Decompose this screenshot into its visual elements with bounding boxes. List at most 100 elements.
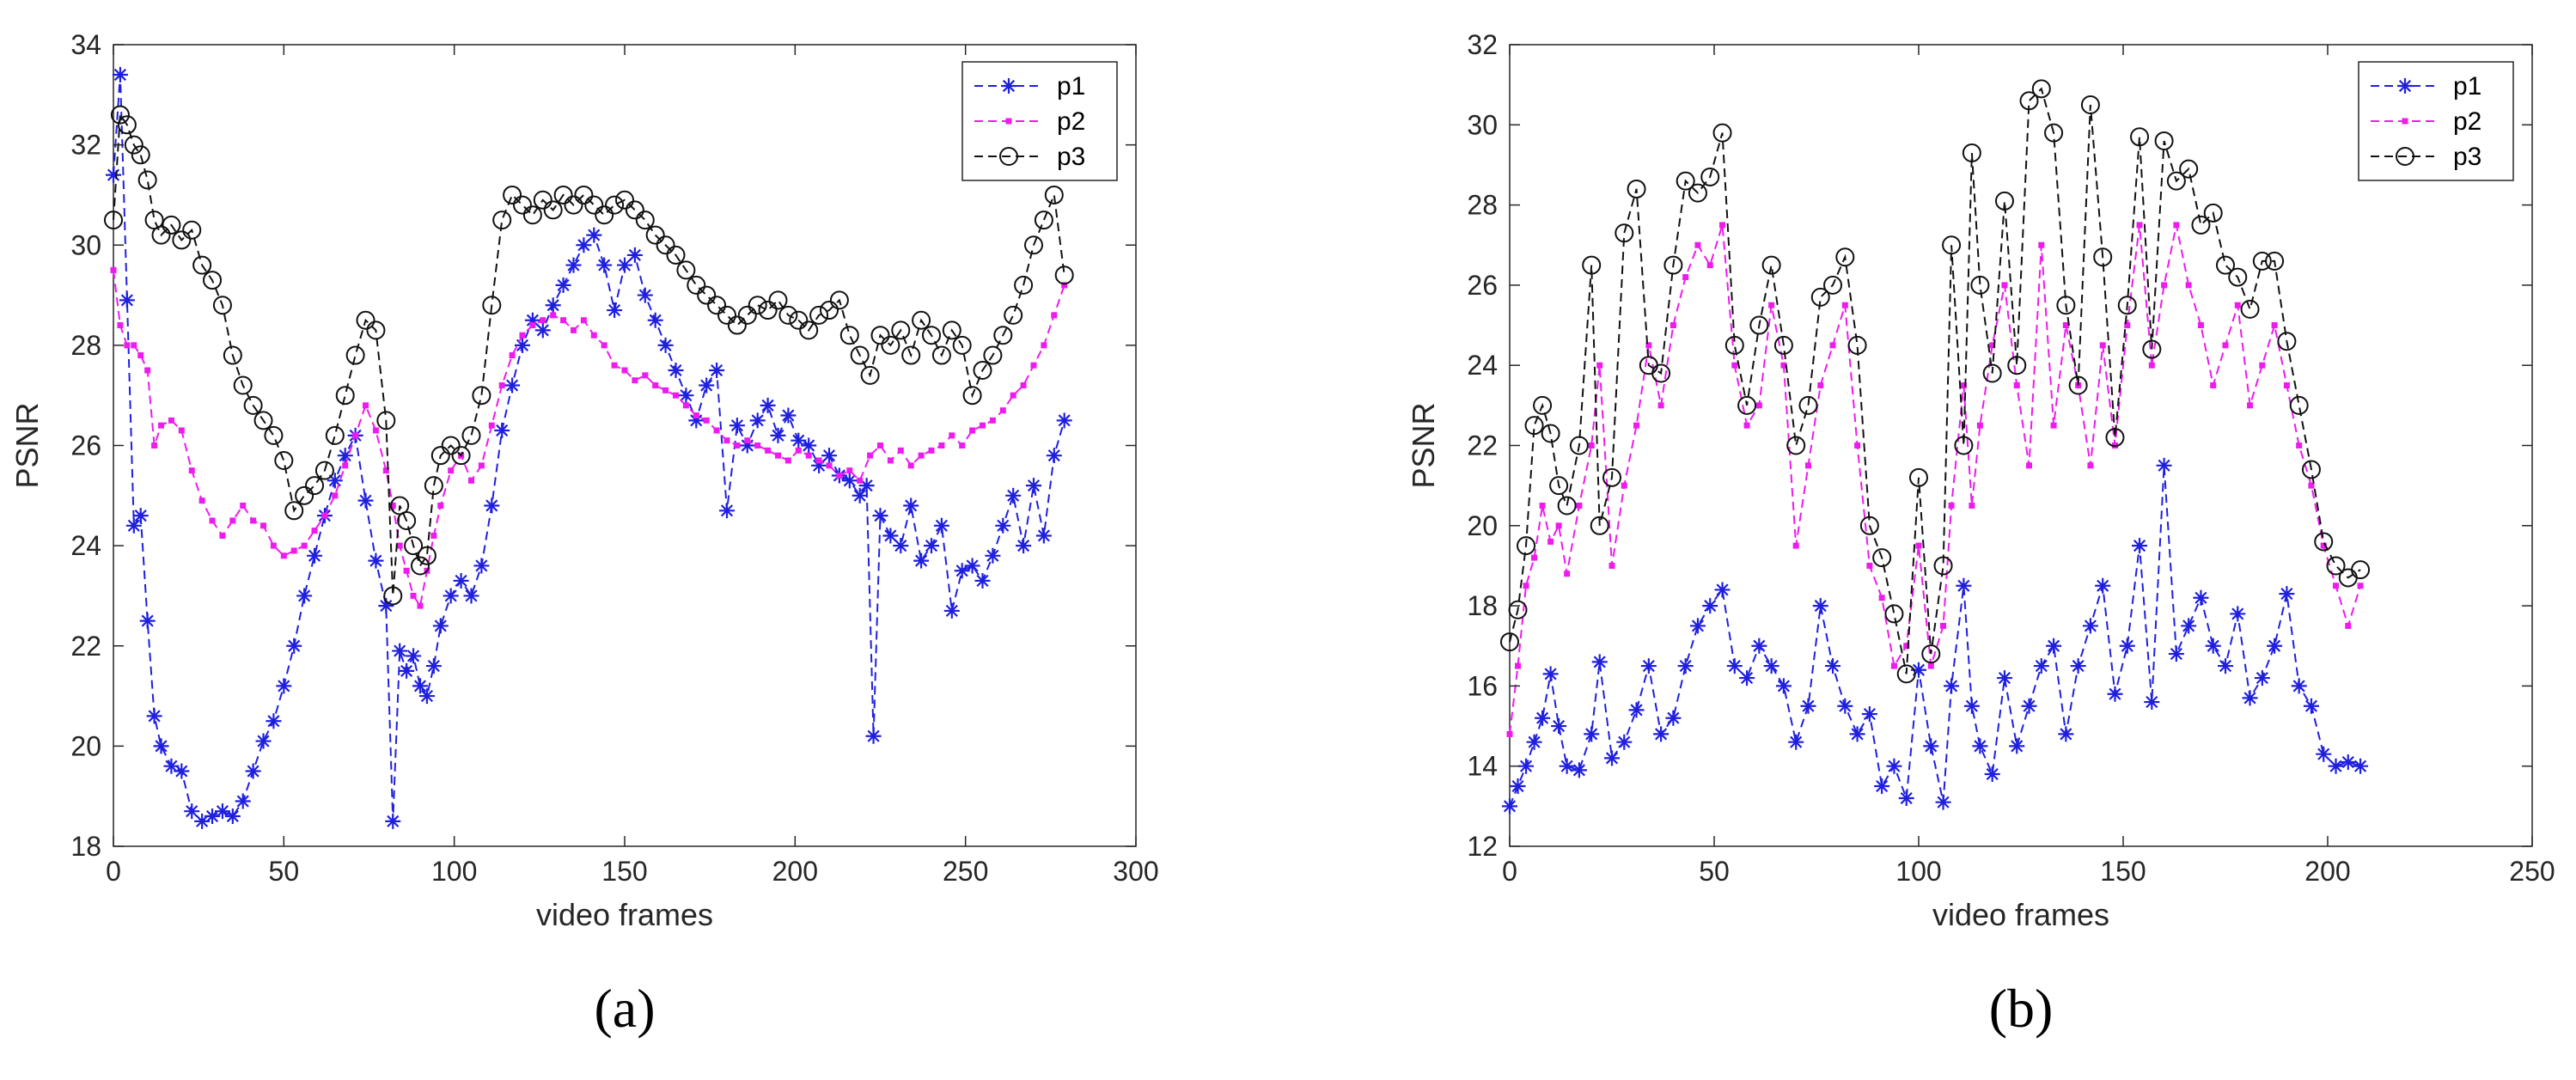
data-point-p1 <box>657 337 674 353</box>
series-markers-p1 <box>106 66 1072 829</box>
data-point-p3 <box>605 195 625 215</box>
data-point-p3 <box>727 315 747 335</box>
data-point-p3 <box>284 501 304 521</box>
data-point-p1 <box>204 808 221 825</box>
data-point-p1 <box>1016 538 1032 554</box>
y-tick-label: 20 <box>70 730 101 761</box>
data-point-p3 <box>1933 556 1953 576</box>
data-point-p3 <box>912 310 931 330</box>
data-point-p2 <box>2161 282 2168 289</box>
data-point-p2 <box>999 407 1006 414</box>
data-point-p1 <box>1665 710 1682 726</box>
data-point-p1 <box>276 678 292 694</box>
series-markers-p2 <box>110 266 1068 609</box>
data-point-p3 <box>891 320 911 340</box>
data-point-p2 <box>980 422 986 429</box>
data-point-p3 <box>2080 95 2100 114</box>
data-point-p3 <box>441 436 461 455</box>
data-point-p1 <box>2291 678 2307 694</box>
data-point-p1 <box>1837 698 1853 714</box>
data-point-p2 <box>2357 583 2364 589</box>
data-point-p3 <box>1700 167 1720 186</box>
data-point-p3 <box>1921 644 1941 664</box>
data-point-p1 <box>607 302 623 319</box>
data-point-p3 <box>881 335 900 355</box>
data-point-p3 <box>1024 235 1043 255</box>
data-point-p1 <box>2021 698 2037 714</box>
data-point-p3 <box>1651 363 1671 383</box>
data-point-p1 <box>893 538 909 554</box>
data-point-p3 <box>522 205 542 225</box>
data-point-p1 <box>125 517 142 534</box>
data-point-p3 <box>1590 516 1609 535</box>
data-point-p3 <box>110 105 130 125</box>
data-point-p2 <box>826 462 833 469</box>
data-point-p3 <box>564 195 583 215</box>
data-point-p3 <box>1054 265 1074 285</box>
data-point-p3 <box>264 425 284 445</box>
data-point-p3 <box>1970 275 1990 295</box>
data-point-p3 <box>1737 395 1757 415</box>
data-point-p3 <box>1582 255 1602 275</box>
data-point-p2 <box>1817 382 1824 389</box>
data-point-p3 <box>789 310 809 330</box>
data-point-p3 <box>335 386 355 406</box>
data-point-p1 <box>555 277 571 293</box>
data-point-p1 <box>443 588 459 604</box>
legend-item-p3: p3 <box>974 143 1085 171</box>
data-point-p2 <box>403 567 410 574</box>
data-point-p2 <box>2296 442 2303 448</box>
data-point-p1 <box>399 662 415 679</box>
legend-item-p1: p1 <box>2371 72 2481 101</box>
data-point-p2 <box>1915 542 1922 549</box>
data-point-p3 <box>574 185 594 204</box>
data-point-p1 <box>524 312 540 328</box>
data-point-p2 <box>1903 643 1910 650</box>
data-point-p3 <box>1549 476 1569 496</box>
data-point-p2 <box>437 502 444 509</box>
data-point-p2 <box>611 362 618 369</box>
data-point-p2 <box>959 442 966 448</box>
data-point-p2 <box>1829 342 1836 349</box>
data-point-p3 <box>1786 436 1806 455</box>
data-point-p2 <box>805 452 812 459</box>
data-point-p3 <box>151 225 171 245</box>
data-point-p3 <box>860 365 880 385</box>
data-point-p1 <box>1702 598 1718 614</box>
data-point-p1 <box>425 658 442 674</box>
data-point-p3 <box>942 320 961 340</box>
y-tick-label: 18 <box>1467 590 1498 621</box>
data-point-p3 <box>243 395 263 415</box>
data-point-p1 <box>1956 577 1972 594</box>
data-point-p2 <box>560 317 567 324</box>
data-point-p3 <box>345 345 365 365</box>
data-point-p1 <box>2132 538 2148 554</box>
data-point-p1 <box>1616 734 1633 750</box>
y-tick-label: 28 <box>1467 190 1498 221</box>
data-point-p3 <box>2301 460 2321 479</box>
data-point-p1 <box>1898 790 1914 807</box>
data-point-p2 <box>867 452 874 459</box>
data-point-p1 <box>2353 758 2369 774</box>
data-point-p1 <box>1591 654 1608 670</box>
data-point-p3 <box>2007 356 2027 375</box>
data-point-p3 <box>2240 299 2260 319</box>
data-point-p1 <box>139 613 156 629</box>
data-point-p1 <box>1963 698 1980 714</box>
data-point-p3 <box>192 255 212 275</box>
legend-item-p2: p2 <box>2371 107 2481 136</box>
data-point-p2 <box>321 512 328 519</box>
data-point-p1 <box>1035 528 1052 544</box>
data-point-p2 <box>342 462 349 469</box>
data-point-p2 <box>754 442 761 448</box>
data-point-p2 <box>2271 322 2278 329</box>
data-point-p2 <box>571 326 577 333</box>
data-point-p1 <box>1861 706 1877 723</box>
legend-label: p2 <box>2453 107 2481 136</box>
data-point-p3 <box>983 345 1003 365</box>
data-point-p3 <box>1688 183 1707 203</box>
y-axis-label: PSNR <box>9 402 45 488</box>
series-markers-p1 <box>1502 457 2369 815</box>
data-point-p2 <box>270 542 277 549</box>
data-point-p2 <box>2124 322 2131 329</box>
